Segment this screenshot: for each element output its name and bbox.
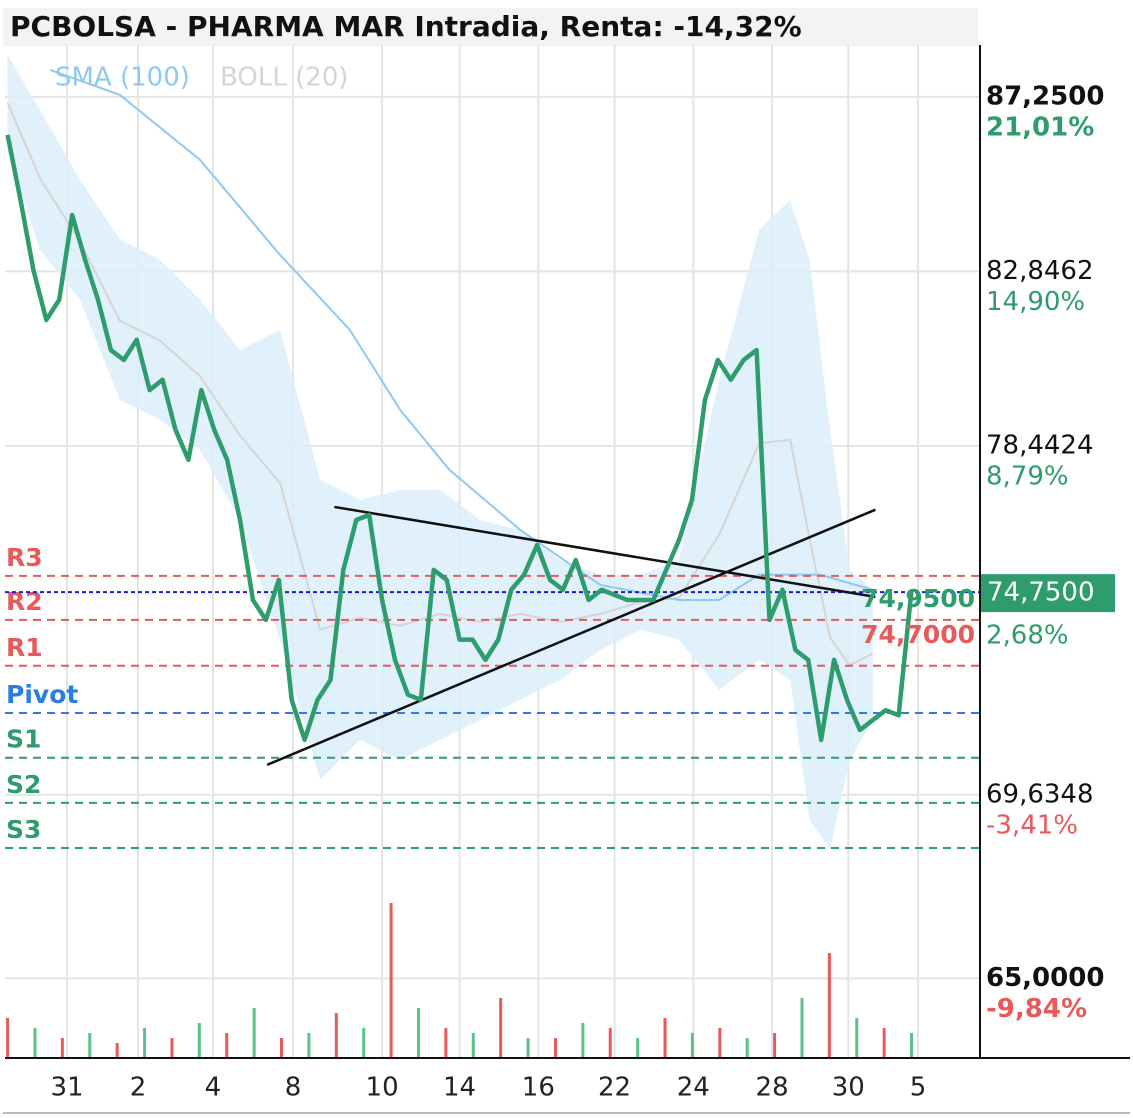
trendline	[334, 505, 876, 599]
y-tick-return: -9,84%	[986, 994, 1087, 1024]
volume-bar	[252, 1008, 256, 1058]
volume-bar	[389, 903, 393, 1058]
level-label: S2	[6, 770, 41, 799]
y-tick-return: 14,90%	[986, 287, 1085, 317]
last-price-label: 74,7500	[987, 578, 1095, 608]
bollinger-middle	[6, 102, 874, 667]
volume-bar	[718, 1028, 722, 1058]
y-tick-label: 69,6348	[986, 779, 1094, 809]
volume-bar	[197, 1023, 201, 1058]
volume-bar	[800, 998, 804, 1058]
volume-bar	[444, 1028, 448, 1058]
volume-bar	[855, 1018, 859, 1058]
x-tick-label: 28	[756, 1073, 789, 1103]
bollinger-band	[7, 54, 873, 850]
y-tick-return: -3,41%	[986, 810, 1078, 840]
x-tick-label: 22	[598, 1073, 631, 1103]
volume-bar	[143, 1028, 147, 1058]
x-tick-label: 4	[205, 1073, 222, 1103]
level-label: R1	[6, 633, 43, 662]
level-label: Pivot	[6, 680, 78, 709]
x-tick-label: 8	[285, 1073, 302, 1103]
sma-line	[49, 69, 874, 602]
volume-bar	[608, 1028, 612, 1058]
plot: 31 2 4 8 10 14 16 22 24 28 30 587,250021,01%82,8462…	[3, 45, 1130, 1114]
x-tick-label: 10	[366, 1073, 399, 1103]
volume-bar	[334, 1013, 338, 1058]
level-label: R2	[6, 587, 43, 616]
x-tick-label: 16	[522, 1073, 555, 1103]
x-tick-label: 30	[832, 1073, 865, 1103]
volume-bar	[225, 1033, 229, 1058]
legend-boll: BOLL (20)	[220, 63, 348, 93]
level-label: S1	[6, 725, 41, 754]
price-line	[5, 134, 914, 743]
volume-bar	[882, 1028, 886, 1058]
volume-bar	[307, 1033, 311, 1058]
volume-bar	[745, 1038, 749, 1058]
volume-bar	[170, 1038, 174, 1058]
low-label: 74,7000	[861, 620, 975, 649]
volume-bar	[690, 1033, 694, 1058]
x-tick-label: 24	[677, 1073, 710, 1103]
chart-title: PCBOLSA - PHARMA MAR Intradia, Renta: -1…	[10, 10, 802, 43]
title-bar	[3, 8, 978, 46]
volume-bar	[471, 1033, 475, 1058]
volume-bar	[362, 1028, 366, 1058]
level-label: R3	[6, 543, 43, 572]
level-label: S3	[6, 815, 41, 844]
volume-bar	[6, 1018, 10, 1058]
volume-bar	[663, 1018, 667, 1058]
volume-bar	[526, 1038, 530, 1058]
volume-bar	[910, 1033, 914, 1058]
volume-bar	[827, 953, 831, 1058]
last-price-change: 2,68%	[986, 621, 1069, 651]
x-tick-label: 14	[443, 1073, 476, 1103]
y-tick-return: 21,01%	[986, 112, 1094, 142]
legend-sma: SMA (100)	[55, 63, 190, 93]
volume-bar	[581, 1023, 585, 1058]
x-tick-label: 31	[50, 1073, 83, 1103]
trendline	[266, 508, 876, 766]
high-label: 74,9500	[861, 584, 975, 613]
y-tick-label: 82,8462	[986, 256, 1094, 286]
last-price-box	[981, 574, 1115, 613]
volume-bar	[280, 1038, 284, 1058]
volume-bar	[115, 1043, 119, 1058]
volume-bar	[773, 1033, 777, 1058]
x-tick-label: 5	[910, 1073, 927, 1103]
y-tick-label: 65,0000	[986, 963, 1104, 993]
volume-bar	[553, 1038, 557, 1058]
volume-bar	[416, 1008, 420, 1058]
x-tick-label: 2	[130, 1073, 147, 1103]
volume-bar	[33, 1028, 37, 1058]
volume-bar	[499, 998, 503, 1058]
y-tick-label: 87,2500	[986, 81, 1104, 111]
y-tick-label: 78,4424	[986, 430, 1094, 460]
volume-bar	[60, 1038, 64, 1058]
volume-bar	[636, 1038, 640, 1058]
y-tick-return: 8,79%	[986, 461, 1069, 491]
volume-bar	[88, 1033, 92, 1058]
